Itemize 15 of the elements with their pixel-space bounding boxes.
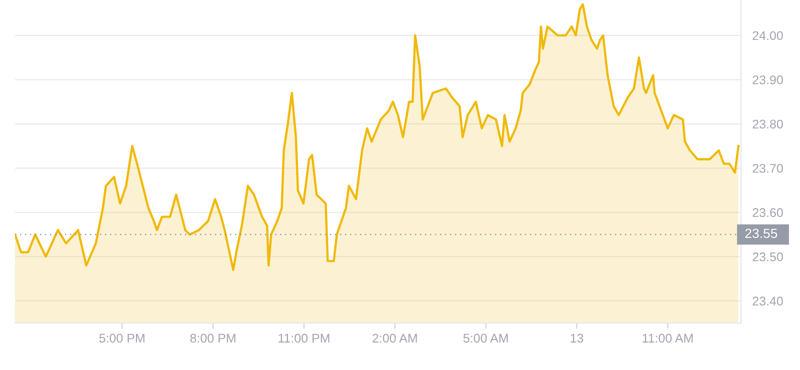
x-tick-label: 13 bbox=[570, 334, 584, 343]
y-tick-label: 23.90 bbox=[752, 75, 783, 84]
x-tick-label: 5:00 AM bbox=[463, 334, 508, 343]
ref-line-label: 23.55 bbox=[745, 228, 778, 238]
y-tick-label: 23.40 bbox=[752, 296, 783, 306]
y-tick-label: 24.00 bbox=[752, 31, 783, 40]
x-tick-label: 11:00 PM bbox=[278, 334, 330, 343]
y-tick-label: 23.60 bbox=[752, 208, 783, 218]
y-tick-label: 23.80 bbox=[752, 120, 783, 129]
x-tick-label: 2:00 AM bbox=[372, 334, 417, 343]
y-tick-label: 23.50 bbox=[752, 252, 783, 262]
x-tick-label: 5:00 PM bbox=[99, 334, 144, 343]
x-tick-label: 8:00 PM bbox=[190, 334, 236, 343]
x-tick-label: 11:00 AM bbox=[642, 334, 693, 343]
y-tick-label: 23.70 bbox=[752, 164, 783, 173]
